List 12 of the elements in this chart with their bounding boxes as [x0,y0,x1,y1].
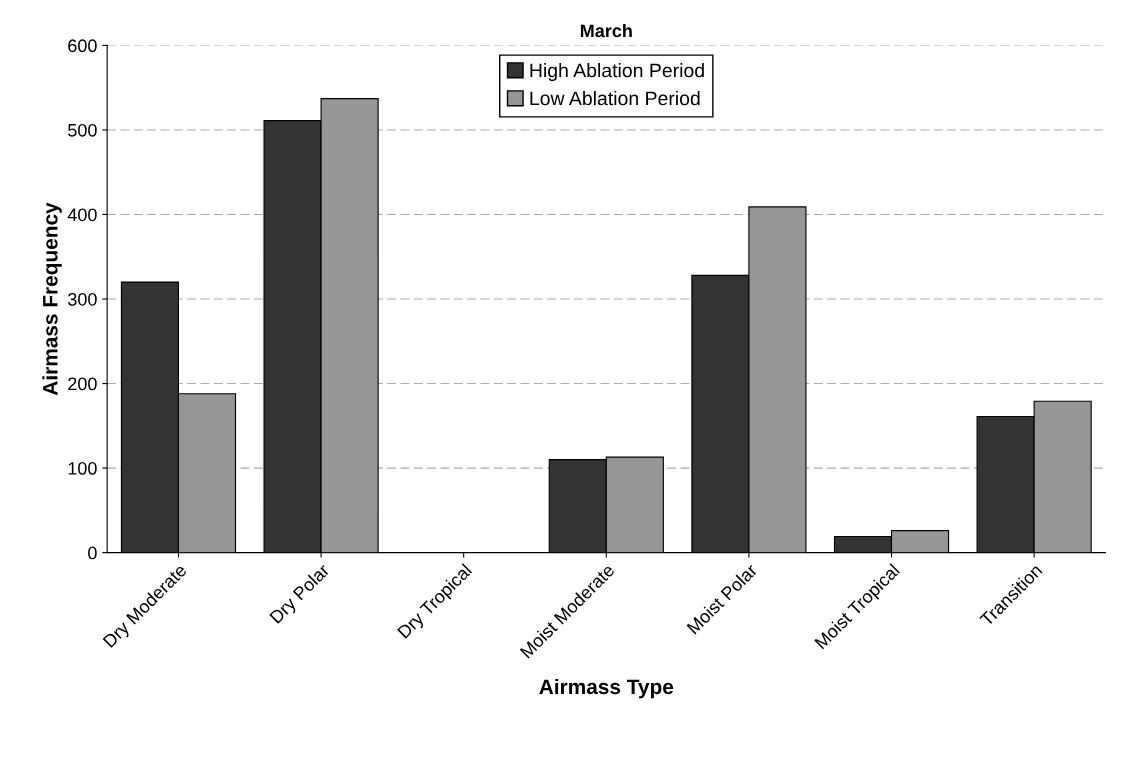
y-tick-label: 200 [68,377,97,391]
chart-title: March [580,24,632,38]
y-tick-label: 0 [88,546,97,560]
legend-label: High Ablation Period [530,63,704,82]
y-tick-label: 300 [68,292,97,306]
y-tick-label: 400 [67,208,97,222]
legend-label: Low Ablation Period [530,90,700,106]
y-tick-label: 100 [68,462,97,475]
y-tick-label: 500 [68,123,97,137]
x-axis-title: Airmass Type [539,678,674,699]
y-tick-label: 600 [68,39,97,53]
y-axis-title: Airmass Frequency [42,202,62,396]
